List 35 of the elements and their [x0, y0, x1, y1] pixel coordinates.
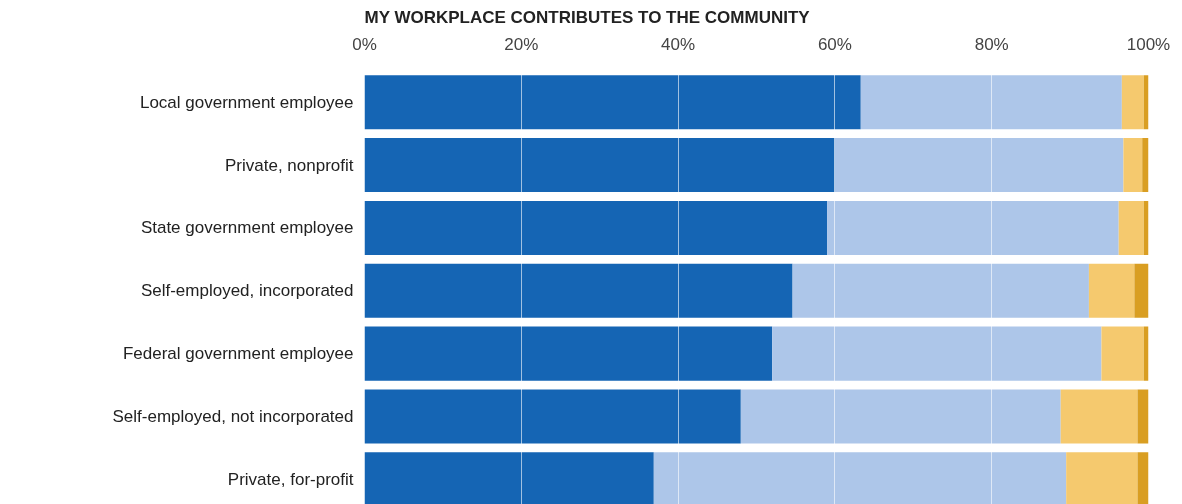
x-tick-label: 60% [817, 34, 852, 54]
bar [834, 138, 1124, 193]
chart-title: MY WORKPLACE CONTRIBUTES TO THE COMMUNITY [364, 7, 811, 27]
y-tick-label: Self-employed, not incorporated [112, 407, 354, 426]
bar [1137, 389, 1149, 444]
x-tick-label: 100% [1126, 34, 1171, 54]
bar [740, 389, 1061, 444]
bar [1142, 138, 1149, 193]
bar [792, 263, 1089, 318]
y-tick-label: Federal government employee [122, 344, 354, 364]
bar [1060, 389, 1138, 444]
bar [364, 75, 861, 130]
bar [364, 200, 828, 255]
y-tick-label: Private, for-profit [227, 469, 354, 489]
bar [1118, 200, 1144, 255]
bar [364, 263, 793, 318]
bar [1101, 326, 1144, 381]
bar [364, 389, 741, 444]
bar [364, 138, 835, 193]
bar [1134, 263, 1149, 318]
y-tick-label: Self-employed, incorporated [140, 281, 354, 301]
y-tick-label: Private, nonprofit [224, 155, 354, 175]
bar [364, 326, 773, 381]
bar [1121, 75, 1144, 130]
bar [772, 326, 1102, 381]
x-tick-label: 80% [974, 34, 1009, 54]
bar [860, 75, 1122, 130]
y-tick-label: State government employee [140, 218, 354, 238]
bar [1123, 138, 1143, 193]
bar [1088, 263, 1135, 318]
x-tick-label: 0% [352, 34, 377, 54]
x-tick-label: 20% [504, 34, 539, 54]
bar [827, 200, 1119, 255]
x-tick-label: 40% [661, 34, 696, 54]
y-tick-label: Local government employee [139, 92, 354, 112]
